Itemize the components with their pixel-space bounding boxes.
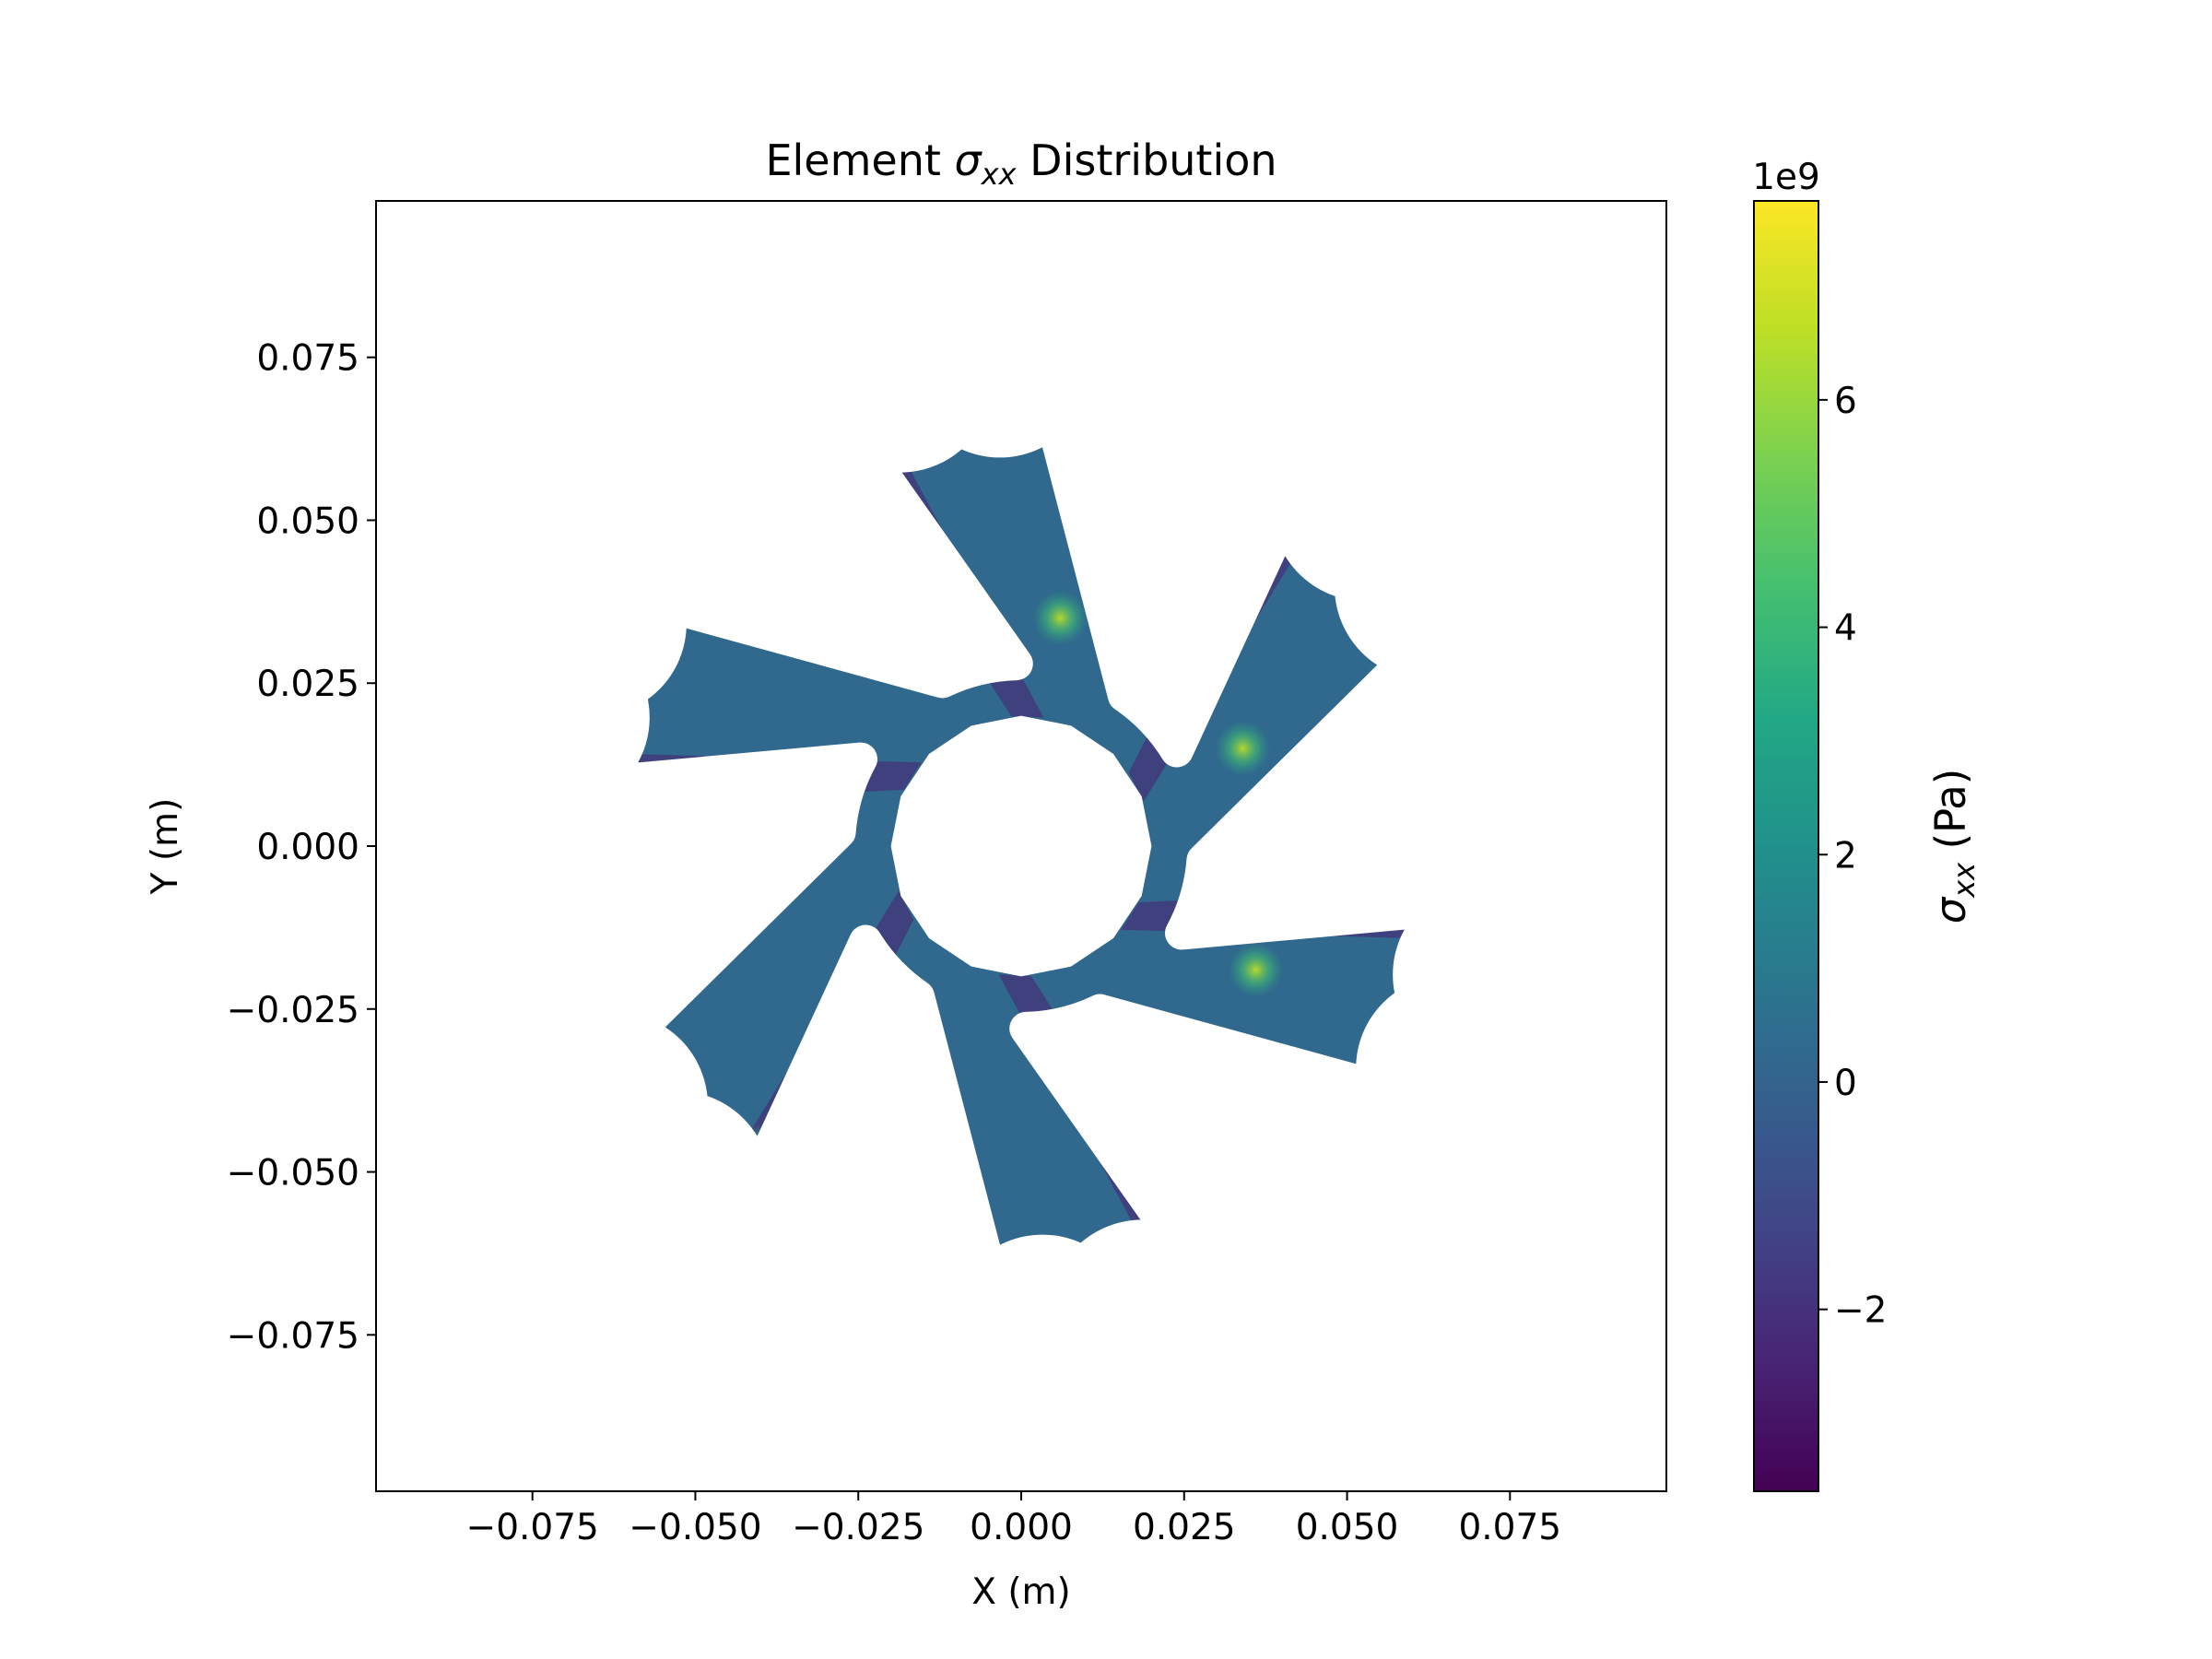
colorbar-offset-text: 1e9 [1752,157,1820,198]
y-tick-label: −0.050 [227,1153,359,1194]
colorbar-tick-label: 6 [1834,381,1857,422]
colorbar-label: σxx (Pa) [1926,769,1982,924]
chart-title: Element σxx Distribution [765,135,1277,192]
x-tick-label: −0.075 [466,1507,599,1548]
x-axis-ticks: −0.075 −0.050 −0.025 0.000 0.025 0.050 0.075 [466,1491,1561,1548]
colorbar-tick-label: 4 [1834,608,1857,650]
colorbar-ticks: −2 0 2 4 6 [1818,381,1888,1332]
colorbar-tick-label: 2 [1834,835,1857,877]
stress-hotspot [1215,720,1271,776]
y-axis-ticks: 0.075 0.050 0.025 0.000 −0.025 −0.050 −0.075 [227,338,376,1357]
drill-hole [1006,276,1194,465]
stress-hotspot [1228,942,1284,998]
center-hole [890,715,1152,977]
x-tick-label: 0.075 [1458,1507,1561,1548]
colorbar [1753,200,1819,1492]
x-axis-label: X (m) [971,1571,1071,1613]
x-tick-label: 0.050 [1296,1507,1399,1548]
y-tick-label: 0.075 [256,338,359,380]
x-tick-label: −0.050 [629,1507,761,1548]
colorbar-tick-label: −2 [1834,1290,1888,1332]
y-tick-label: −0.075 [227,1315,359,1357]
y-axis-label: Y (m) [145,798,186,896]
x-tick-label: −0.025 [792,1507,924,1548]
stress-field [396,218,1646,1474]
y-tick-label: 0.025 [256,664,359,705]
colorbar-tick-label: 0 [1834,1063,1857,1104]
x-tick-label: 0.000 [970,1507,1073,1548]
x-tick-label: 0.025 [1133,1507,1236,1548]
stress-hotspot [1032,590,1088,646]
y-tick-label: 0.000 [256,827,359,868]
y-tick-label: 0.050 [256,500,359,542]
y-tick-label: −0.025 [227,990,359,1031]
